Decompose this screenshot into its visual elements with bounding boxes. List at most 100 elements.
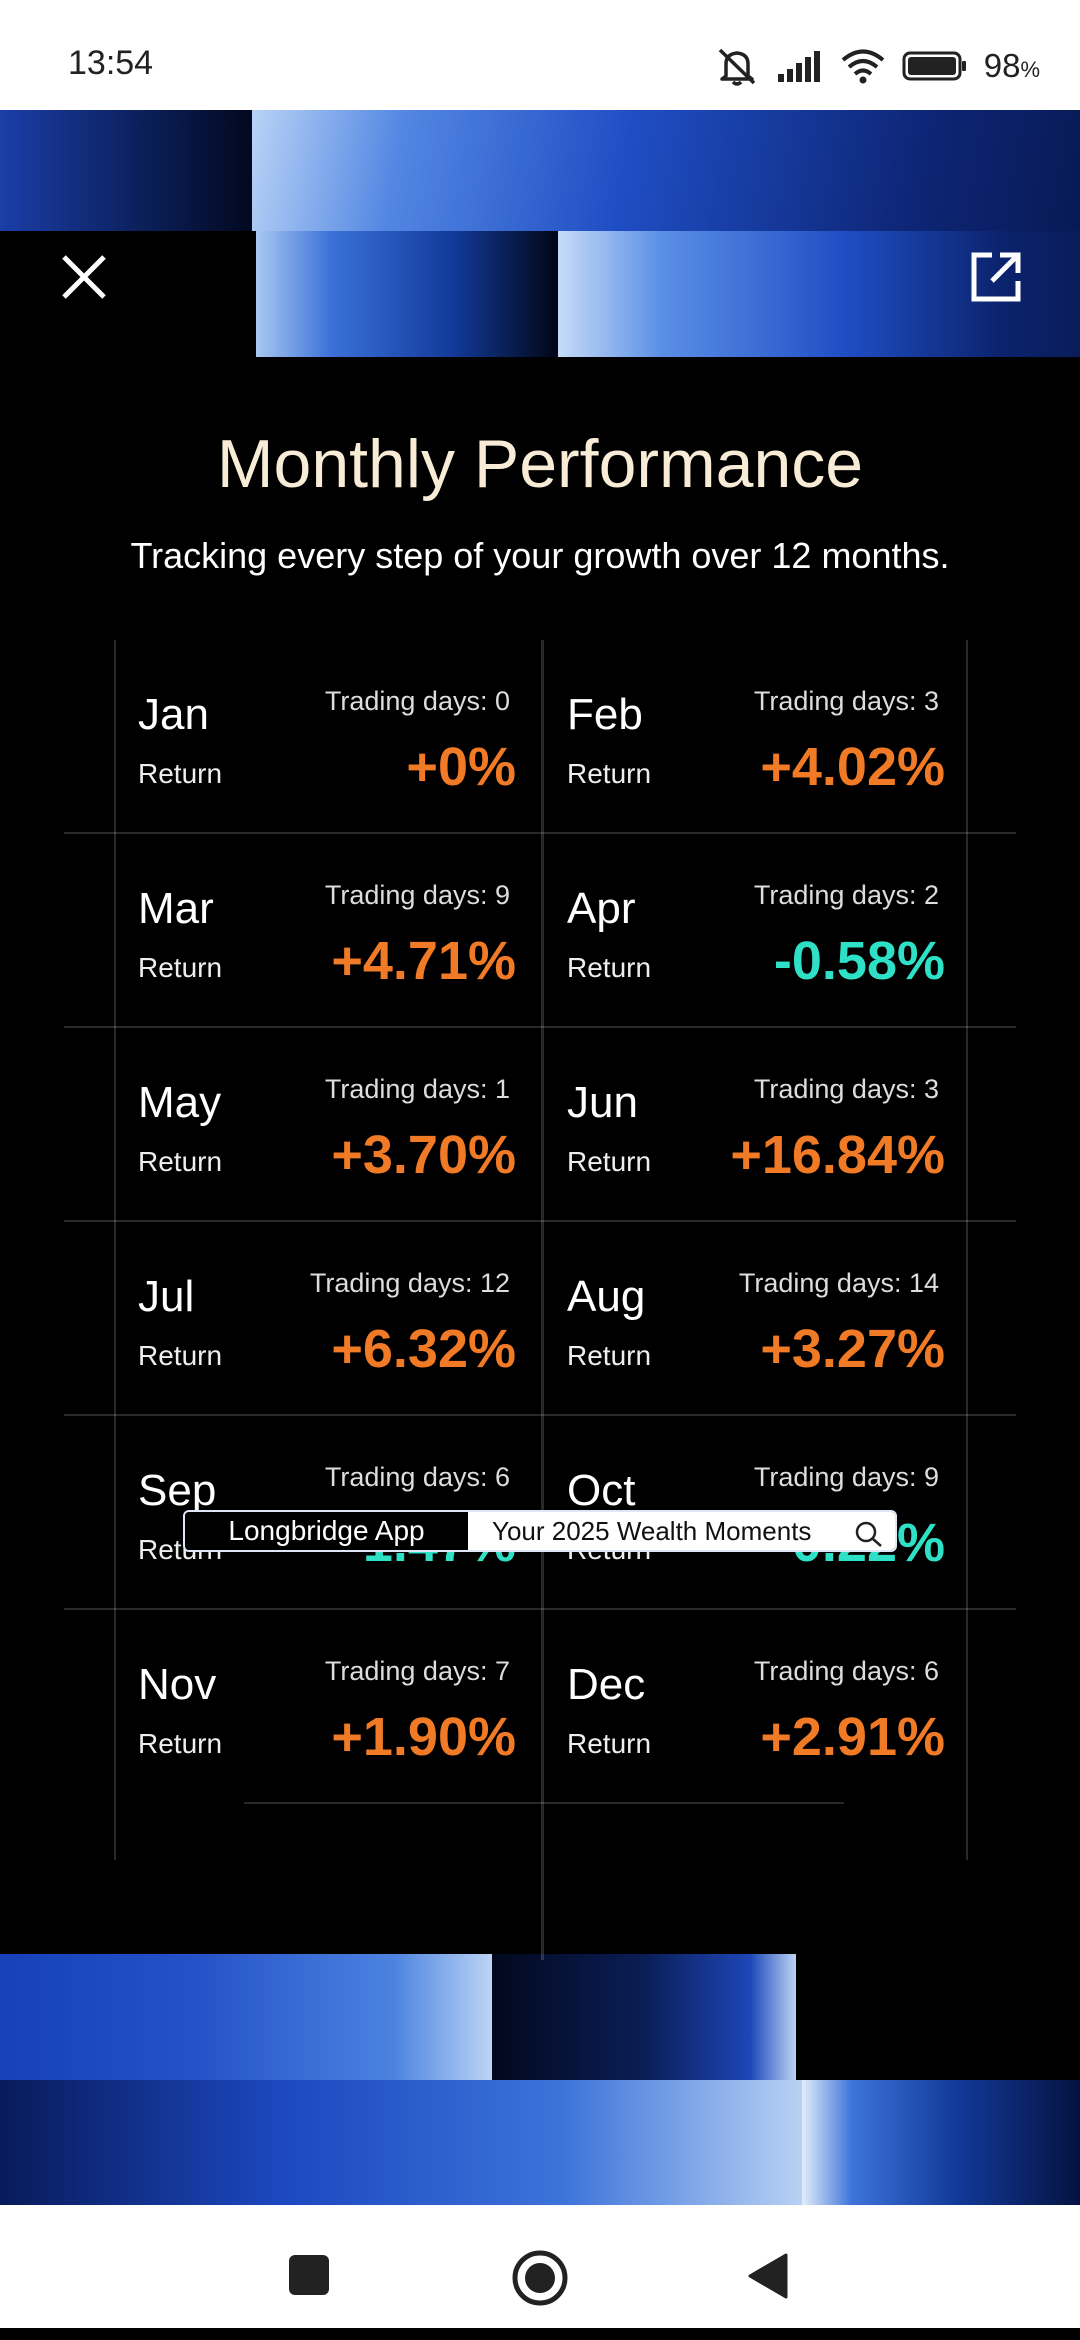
signal-icon [776,48,824,84]
month-cell: Jun Return Trading days: 3 +16.84% [543,1028,971,1222]
trading-days: Trading days: 2 [753,880,939,910]
return-label: Return [567,758,652,789]
trading-days: Trading days: 9 [753,1462,939,1492]
trading-days: Trading days: 12 [309,1268,510,1298]
return-value: +16.84% [730,1125,945,1185]
return-label: Return [138,1146,223,1177]
grid-divider [64,1414,1016,1416]
page-subtitle: Tracking every step of your growth over … [130,535,950,576]
back-icon [748,2253,788,2299]
trading-days: Trading days: 14 [738,1268,939,1298]
return-label: Return [567,1340,652,1371]
trading-days: Trading days: 6 [753,1656,939,1686]
share-icon [971,252,1021,302]
navigation-bar [0,2205,1080,2340]
month-name: Nov [138,1660,217,1709]
status-time: 13:54 [68,44,154,82]
mute-icon [714,46,760,86]
decor-block [252,110,1080,231]
return-value: -0.58% [773,931,945,991]
monthly-performance-card: Monthly Performance Tracking every step … [0,110,1080,2205]
decor-block [0,2080,802,2205]
month-cell: Dec Return Trading days: 6 +2.91% [543,1610,971,1804]
recents-icon [289,2255,329,2295]
grid-divider [541,640,544,1960]
trading-days: Trading days: 3 [753,1074,939,1104]
search-icon[interactable] [853,1519,885,1549]
month-name: Feb [567,690,643,739]
month-cell: Mar Return Trading days: 9 +4.71% [114,834,542,1028]
grid-divider [64,1608,1016,1610]
month-cell: Nov Return Trading days: 7 +1.90% [114,1610,542,1804]
close-button[interactable] [50,243,118,311]
month-name: Sep [138,1466,217,1515]
return-value: +3.70% [331,1125,516,1185]
home-icon [512,2250,568,2306]
grid-divider [244,1802,844,1804]
grid-divider [64,1026,1016,1028]
month-name: Oct [567,1466,636,1515]
status-bar: 13:54 [0,0,1080,110]
month-name: Jan [138,690,209,739]
decor-block [558,231,1080,357]
month-cell: May Return Trading days: 1 +3.70% [114,1028,542,1222]
return-value: +6.32% [331,1319,516,1379]
return-label: Return [138,1340,223,1371]
month-cell: Feb Return Trading days: 3 +4.02% [543,640,971,834]
decor-block [256,231,558,357]
return-label: Return [138,1728,223,1759]
trading-days: Trading days: 3 [753,686,939,716]
trading-days: Trading days: 1 [324,1074,510,1104]
month-grid: Jan Return Trading days: 0 +0% Feb Return Trad… [64,640,1016,1960]
grid-divider [64,832,1016,834]
nav-bottom-edge [0,2328,1080,2340]
brand-label: Longbridge App [185,1512,468,1550]
return-value: +4.02% [760,737,945,797]
decor-block [802,2080,1080,2205]
month-name: Apr [567,884,636,933]
month-name: Dec [567,1660,646,1709]
trading-days: Trading days: 9 [324,880,510,910]
search-query-text: Your 2025 Wealth Moments [492,1515,812,1546]
close-icon [62,255,106,299]
battery-level: 98% [983,47,1040,84]
trading-days: Trading days: 0 [324,686,510,716]
battery-icon [902,50,968,82]
month-name: Mar [138,884,214,933]
month-cell: Aug Return Trading days: 14 +3.27% [543,1222,971,1416]
return-value: +4.71% [331,931,516,991]
trading-days: Trading days: 7 [324,1656,510,1686]
month-name: Jun [567,1078,638,1127]
month-cell: Apr Return Trading days: 2 -0.58% [543,834,971,1028]
decor-block [0,1954,492,2080]
search-query[interactable]: Your 2025 Wealth Moments [468,1512,895,1550]
month-name: Jul [138,1272,195,1321]
home-button[interactable] [511,2249,569,2307]
decor-block [492,1954,796,2080]
trading-days: Trading days: 6 [324,1462,510,1492]
return-value: +1.90% [331,1707,516,1767]
status-icons: 98% [714,42,1040,90]
return-label: Return [567,1146,652,1177]
recents-button[interactable] [287,2253,331,2297]
month-name: May [138,1078,222,1127]
return-value: +3.27% [760,1319,945,1379]
wifi-icon [840,47,886,85]
back-button[interactable] [746,2251,790,2301]
decor-block [0,110,252,231]
return-label: Return [567,952,652,983]
return-label: Return [138,952,223,983]
page-title: Monthly Performance [216,426,864,502]
grid-divider [114,640,116,1860]
month-cell: Jan Return Trading days: 0 +0% [114,640,542,834]
return-value: +2.91% [760,1707,945,1767]
grid-divider [966,640,968,1860]
month-cell: Jul Return Trading days: 12 +6.32% [114,1222,542,1416]
return-label: Return [567,1728,652,1759]
return-label: Return [138,758,223,789]
search-bar[interactable]: Longbridge App Your 2025 Wealth Moments [183,1510,897,1552]
share-button[interactable] [962,243,1030,311]
return-value: +0% [406,737,516,797]
month-name: Aug [567,1272,646,1321]
grid-divider [64,1220,1016,1222]
